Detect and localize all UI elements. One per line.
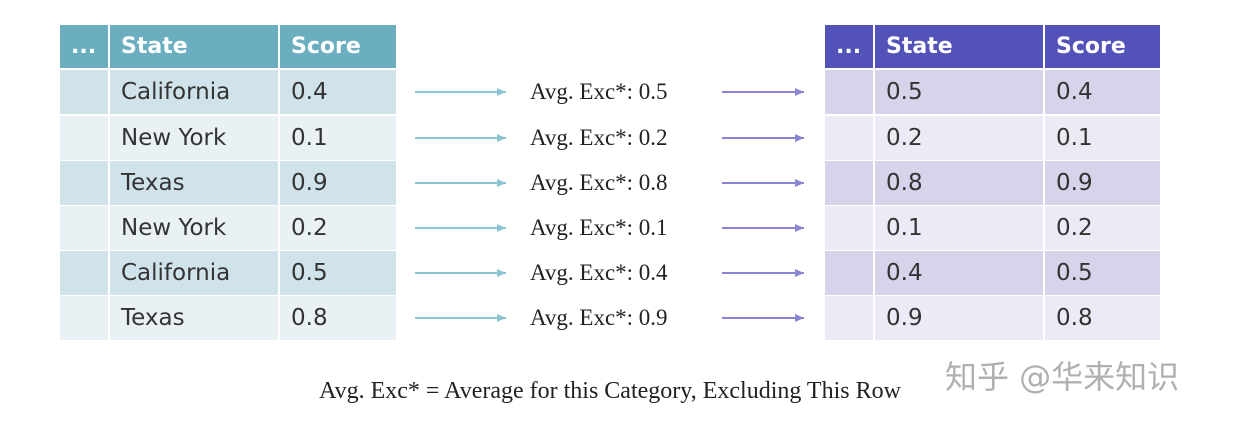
row-cell: New York (110, 206, 278, 250)
arrow-head (497, 134, 506, 142)
row-cell: 0.5 (280, 251, 396, 295)
row-cell (60, 161, 108, 205)
arrow-head (497, 88, 506, 96)
header-cell: State (875, 25, 1043, 68)
arrow-head (497, 314, 506, 322)
row-cell (825, 70, 873, 114)
row-cell: 0.2 (1045, 206, 1160, 250)
row-cell: 0.9 (280, 161, 396, 205)
avg-label: Avg. Exc*: 0.4 (530, 260, 668, 285)
row-cell: 0.2 (875, 116, 1043, 160)
row-cell (60, 116, 108, 160)
watermark: 知乎 @华来知识 (945, 358, 1180, 396)
row-cell: 0.8 (1045, 296, 1160, 340)
row-cell: California (110, 251, 278, 295)
row-cell: 0.5 (875, 70, 1043, 114)
row-cell (825, 251, 873, 295)
arrow-head (795, 314, 804, 322)
header-cell: ... (60, 25, 108, 68)
avg-label: Avg. Exc*: 0.1 (530, 215, 668, 240)
avg-label: Avg. Exc*: 0.9 (530, 305, 668, 330)
row-cell: 0.5 (1045, 251, 1160, 295)
row-cell: 0.9 (875, 296, 1043, 340)
row-cell: 0.4 (875, 251, 1043, 295)
arrow-head (795, 88, 804, 96)
arrow-head (497, 269, 506, 277)
row-cell (825, 296, 873, 340)
row-cell: 0.9 (1045, 161, 1160, 205)
row-cell: New York (110, 116, 278, 160)
row-cell: 0.4 (1045, 70, 1160, 114)
avg-label: Avg. Exc*: 0.2 (530, 125, 668, 150)
arrow-head (795, 224, 804, 232)
row-cell (825, 206, 873, 250)
row-cell: 0.2 (280, 206, 396, 250)
avg-label: Avg. Exc*: 0.8 (530, 170, 668, 195)
row-cell: 0.4 (280, 70, 396, 114)
row-cell: 0.1 (875, 206, 1043, 250)
row-cell: 0.1 (1045, 116, 1160, 160)
header-cell: Score (1045, 25, 1160, 68)
row-cell (825, 161, 873, 205)
row-cell: 0.8 (280, 296, 396, 340)
row-cell: Texas (110, 296, 278, 340)
row-cell (825, 116, 873, 160)
avg-label: Avg. Exc*: 0.5 (530, 79, 668, 104)
row-cell: 0.8 (875, 161, 1043, 205)
row-cell: 0.1 (280, 116, 396, 160)
row-cell: Texas (110, 161, 278, 205)
header-cell: ... (825, 25, 873, 68)
row-cell (60, 251, 108, 295)
arrow-head (795, 179, 804, 187)
arrow-head (795, 134, 804, 142)
header-cell: State (110, 25, 278, 68)
row-cell (60, 296, 108, 340)
header-cell: Score (280, 25, 396, 68)
footnote: Avg. Exc* = Average for this Category, E… (319, 378, 901, 404)
arrow-head (497, 224, 506, 232)
row-cell: California (110, 70, 278, 114)
row-cell (60, 206, 108, 250)
row-cell (60, 70, 108, 114)
arrow-head (795, 269, 804, 277)
arrow-head (497, 179, 506, 187)
